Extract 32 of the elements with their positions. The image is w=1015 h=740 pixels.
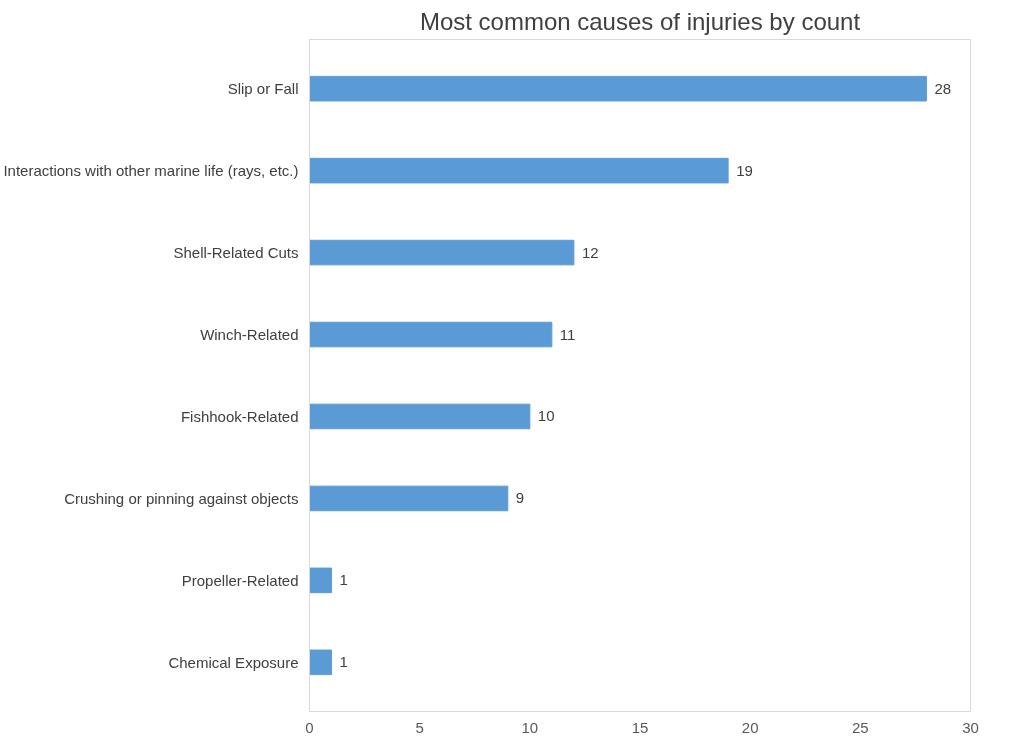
y-tick-label: Shell-Related Cuts: [173, 244, 299, 262]
data-label: 9: [515, 489, 525, 507]
data-label: 12: [581, 243, 599, 261]
data-label: 19: [736, 161, 753, 179]
bar: [309, 239, 575, 266]
x-tick-label: 30: [962, 718, 979, 736]
x-tick-label: 0: [305, 718, 314, 736]
bar: [309, 321, 553, 348]
y-tick-label: Propeller-Related: [181, 571, 299, 589]
data-label: 1: [339, 571, 348, 589]
bar: [309, 157, 729, 184]
bar: [309, 649, 333, 676]
chart-title: Most common causes of injuries by count: [419, 7, 861, 35]
x-tick-label: 25: [851, 718, 869, 736]
data-label: 28: [934, 79, 952, 97]
y-tick-label: Winch-Related: [200, 326, 299, 344]
x-tick-label: 5: [415, 718, 424, 736]
y-tick-label: Slip or Fall: [227, 80, 299, 98]
bar: [309, 485, 509, 512]
y-tick-label: Crushing or pinning against objects: [64, 489, 299, 507]
bar: [309, 403, 531, 430]
y-tick-label: Fishhook-Related: [180, 407, 299, 425]
x-tick-label: 10: [521, 718, 539, 736]
y-tick-label: Chemical Exposure: [168, 653, 299, 671]
bar: [309, 567, 333, 594]
x-tick-label: 20: [741, 718, 759, 736]
bar: [309, 75, 927, 102]
data-label: 11: [559, 325, 576, 343]
data-label: 1: [339, 653, 348, 671]
x-tick-label: 15: [631, 718, 649, 736]
data-label: 10: [537, 407, 555, 425]
y-tick-label: Interactions with other marine life (rays, etc.): [3, 162, 299, 180]
